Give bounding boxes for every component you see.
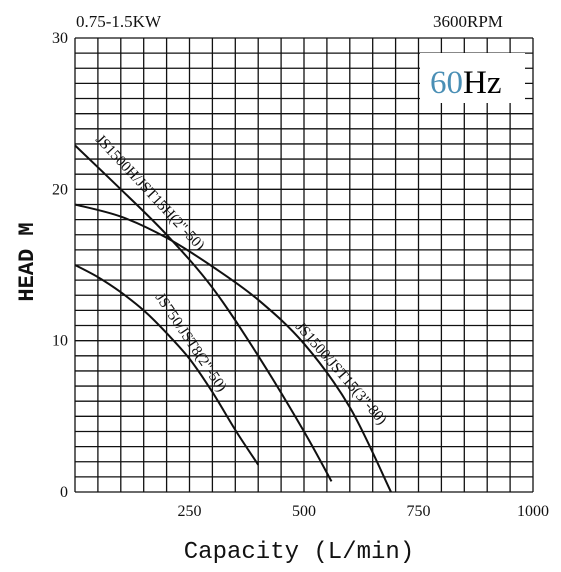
y-tick-label: 0	[60, 484, 68, 501]
frequency-unit: Hz	[463, 65, 501, 101]
rpm-label: 3600RPM	[433, 12, 503, 31]
y-tick-label: 20	[52, 181, 68, 198]
pump-curves	[74, 144, 392, 493]
x-tick-label: 1000	[517, 503, 549, 520]
y-tick-labels: 0 10 20 30	[52, 30, 68, 501]
series-curve-0	[74, 144, 333, 482]
frequency-number: 60	[430, 65, 463, 101]
x-axis-title: Capacity (L/min)	[184, 539, 414, 566]
y-tick-label: 10	[52, 333, 68, 350]
x-tick-label: 500	[292, 503, 316, 520]
y-axis-title: HEAD M	[15, 222, 40, 301]
series-label-js1500: JS1500/JST15(3"-80)	[292, 319, 390, 428]
chart-grid	[74, 37, 534, 493]
series-label-js750: JS750/JST8(2"-50)	[152, 290, 230, 395]
frequency-box	[420, 53, 525, 103]
power-range-label: 0.75-1.5KW	[76, 12, 162, 31]
x-tick-label: 250	[178, 503, 202, 520]
series-curve-2	[74, 264, 260, 466]
x-tick-label: 750	[407, 503, 431, 520]
series-curve-1	[74, 203, 392, 493]
frequency-label: 60Hz	[430, 65, 501, 101]
x-tick-labels: 250 500 750 1000	[178, 503, 550, 520]
y-tick-label: 30	[52, 30, 68, 47]
